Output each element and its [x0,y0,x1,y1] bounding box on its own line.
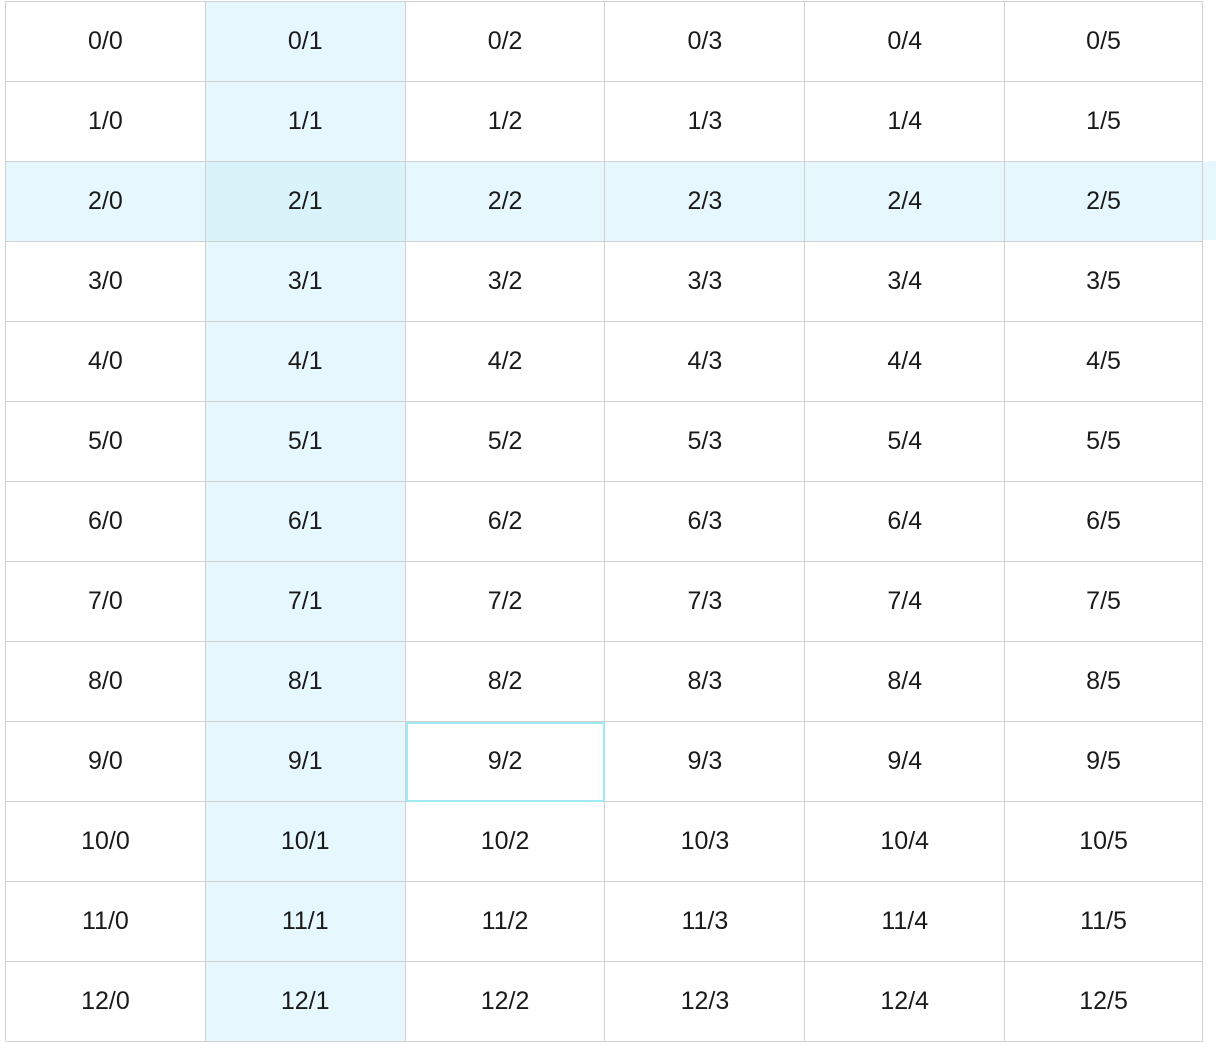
grid-cell[interactable]: 7/1 [205,562,406,642]
grid-cell[interactable]: 6/0 [6,482,206,562]
grid-row: 3/0 3/1 3/2 3/3 3/4 3/5 [6,242,1203,322]
grid-cell[interactable]: 8/3 [605,642,806,722]
grid-cell[interactable]: 7/3 [605,562,806,642]
grid-cell[interactable]: 1/3 [605,82,806,162]
grid-cell[interactable]: 12/0 [6,962,206,1042]
grid-cell[interactable]: 6/4 [805,482,1006,562]
grid-cell[interactable]: 1/2 [405,82,606,162]
grid-cell[interactable]: 9/0 [6,722,206,802]
grid-cell[interactable]: 1/1 [205,82,406,162]
grid-cell[interactable]: 0/2 [405,2,606,82]
grid-cell[interactable]: 11/3 [605,882,806,962]
grid-cell[interactable]: 5/2 [405,402,606,482]
grid-cell[interactable]: 3/1 [205,242,406,322]
grid-row: 2/0 2/1 2/2 2/3 2/4 2/5 [6,162,1203,242]
grid-cell[interactable]: 12/1 [205,962,406,1042]
grid-cell[interactable]: 11/5 [1005,882,1203,962]
grid-row: 1/0 1/1 1/2 1/3 1/4 1/5 [6,82,1203,162]
grid-cell[interactable]: 0/4 [805,2,1006,82]
grid-cell[interactable]: 0/0 [6,2,206,82]
grid-cell[interactable]: 12/2 [405,962,606,1042]
grid-cell[interactable]: 12/5 [1005,962,1203,1042]
grid-cell[interactable]: 3/2 [405,242,606,322]
grid-cell[interactable]: 11/1 [205,882,406,962]
grid-cell[interactable]: 10/5 [1005,802,1203,882]
grid-cell[interactable]: 12/3 [605,962,806,1042]
grid-cell[interactable]: 7/5 [1005,562,1203,642]
grid-cell[interactable]: 0/5 [1005,2,1203,82]
grid-cell[interactable]: 3/0 [6,242,206,322]
grid-cell[interactable]: 8/0 [6,642,206,722]
grid-cell[interactable]: 12/4 [805,962,1006,1042]
grid-cell[interactable]: 3/4 [805,242,1006,322]
grid-cell[interactable]: 5/0 [6,402,206,482]
highlighted-row-extension [1203,161,1216,240]
data-grid: 0/0 0/1 0/2 0/3 0/4 0/5 1/0 1/1 1/2 1/3 1/4 1/5 2/0 2… [5,1,1203,1042]
grid-cell[interactable]: 9/5 [1005,722,1203,802]
grid-cell[interactable]: 9/4 [805,722,1006,802]
grid-cell[interactable]: 8/1 [205,642,406,722]
grid-row: 12/0 12/1 12/2 12/3 12/4 12/5 [6,962,1203,1042]
grid-row: 9/0 9/1 9/2 9/3 9/4 9/5 [6,722,1203,802]
grid-cell[interactable]: 10/1 [205,802,406,882]
grid-cell[interactable]: 2/3 [605,162,806,242]
grid-cell[interactable]: 1/4 [805,82,1006,162]
grid-cell[interactable]: 6/5 [1005,482,1203,562]
grid-cell[interactable]: 5/1 [205,402,406,482]
grid-row: 6/0 6/1 6/2 6/3 6/4 6/5 [6,482,1203,562]
grid-cell-selected[interactable]: 9/2 [405,722,606,802]
grid-cell[interactable]: 4/5 [1005,322,1203,402]
grid-cell[interactable]: 8/2 [405,642,606,722]
grid-row: 0/0 0/1 0/2 0/3 0/4 0/5 [6,2,1203,82]
grid-cell[interactable]: 6/1 [205,482,406,562]
grid-cell[interactable]: 4/3 [605,322,806,402]
grid-row: 4/0 4/1 4/2 4/3 4/4 4/5 [6,322,1203,402]
grid-row: 7/0 7/1 7/2 7/3 7/4 7/5 [6,562,1203,642]
grid-cell[interactable]: 2/0 [6,162,206,242]
grid-cell[interactable]: 8/5 [1005,642,1203,722]
grid-cell[interactable]: 1/5 [1005,82,1203,162]
grid-cell[interactable]: 3/5 [1005,242,1203,322]
grid-cell[interactable]: 0/3 [605,2,806,82]
grid-cell[interactable]: 0/1 [205,2,406,82]
grid-cell[interactable]: 9/3 [605,722,806,802]
grid-cell[interactable]: 4/4 [805,322,1006,402]
grid-cell[interactable]: 2/5 [1005,162,1203,242]
grid-cell[interactable]: 6/2 [405,482,606,562]
grid-cell[interactable]: 5/4 [805,402,1006,482]
grid-cell[interactable]: 7/0 [6,562,206,642]
grid-cell[interactable]: 6/3 [605,482,806,562]
grid-cell[interactable]: 7/4 [805,562,1006,642]
grid-cell[interactable]: 1/0 [6,82,206,162]
grid-row: 10/0 10/1 10/2 10/3 10/4 10/5 [6,802,1203,882]
grid-cell[interactable]: 10/4 [805,802,1006,882]
grid-cell[interactable]: 2/1 [205,162,406,242]
grid-cell[interactable]: 10/0 [6,802,206,882]
grid-cell[interactable]: 2/4 [805,162,1006,242]
grid-cell[interactable]: 9/1 [205,722,406,802]
grid-row: 5/0 5/1 5/2 5/3 5/4 5/5 [6,402,1203,482]
grid-cell[interactable]: 5/5 [1005,402,1203,482]
grid-cell[interactable]: 11/4 [805,882,1006,962]
grid-cell[interactable]: 5/3 [605,402,806,482]
grid-cell[interactable]: 8/4 [805,642,1006,722]
grid-cell[interactable]: 4/0 [6,322,206,402]
grid-cell[interactable]: 10/2 [405,802,606,882]
grid-row: 11/0 11/1 11/2 11/3 11/4 11/5 [6,882,1203,962]
grid-cell[interactable]: 2/2 [405,162,606,242]
grid-cell[interactable]: 3/3 [605,242,806,322]
grid-cell[interactable]: 10/3 [605,802,806,882]
grid-cell[interactable]: 11/2 [405,882,606,962]
grid-cell[interactable]: 7/2 [405,562,606,642]
grid-cell[interactable]: 4/1 [205,322,406,402]
grid-cell[interactable]: 4/2 [405,322,606,402]
grid-cell[interactable]: 11/0 [6,882,206,962]
grid-row: 8/0 8/1 8/2 8/3 8/4 8/5 [6,642,1203,722]
